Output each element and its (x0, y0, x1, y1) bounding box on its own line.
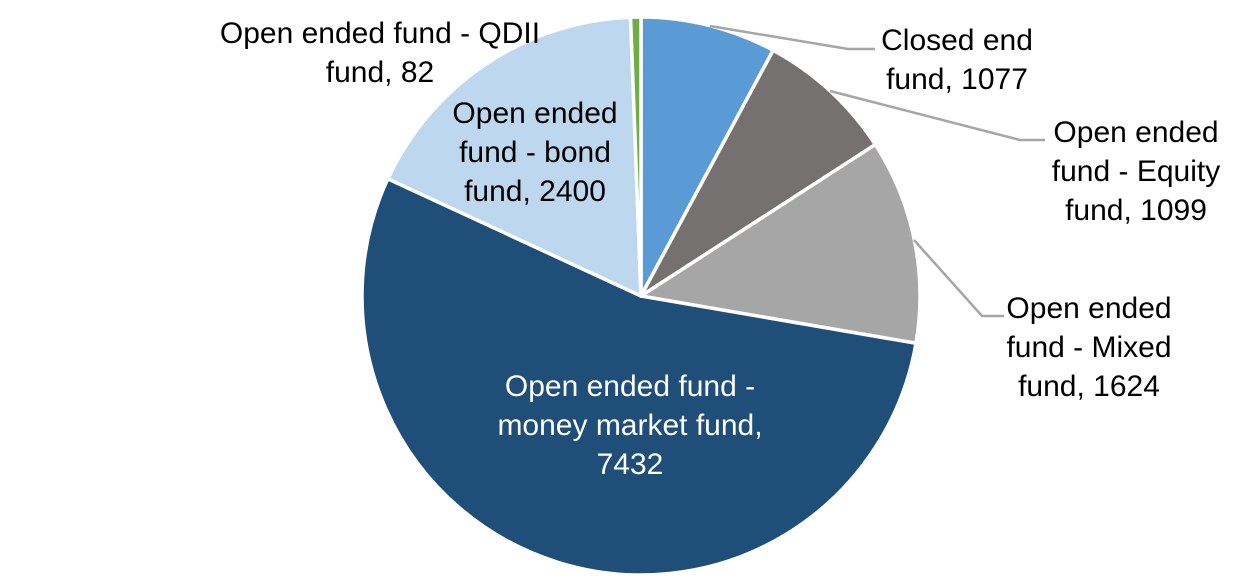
slice-label-line: 7432 (597, 448, 664, 481)
slice-label-line: Open ended fund - QDII (220, 17, 540, 50)
slice-label-line: fund - bond (459, 136, 611, 169)
slice-label-open-ended-fund-money-market-fund: Open ended fund - money market fund, 7432 (497, 370, 762, 481)
pie-slice-open-ended-fund-qdii-fund (628, 15, 643, 298)
leader-line-open-ended-fund-equity-fund (829, 89, 1045, 142)
pie-slice-closed-end-fund (639, 15, 775, 298)
slice-label-open-ended-fund-mixed-fund: Open ended fund - Mixed fund, 1624 (1006, 292, 1171, 403)
slice-label-open-ended-fund-equity-fund: Open ended fund - Equity fund, 1099 (1052, 116, 1220, 227)
slice-label-line: Open ended (1006, 292, 1171, 325)
slice-label-line: fund, 2400 (464, 175, 606, 208)
pie-slices (360, 15, 922, 577)
pie-slice-open-ended-fund-bond-fund (386, 15, 643, 298)
slice-label-line: Open ended (452, 97, 617, 130)
slice-label-line: Closed end (881, 24, 1033, 57)
leader-line-open-ended-fund-mixed-fund (913, 239, 1004, 318)
slice-label-line: fund, 1099 (1065, 194, 1207, 227)
slice-label-line: fund, 1624 (1018, 370, 1160, 403)
leader-lines (709, 24, 1045, 318)
slice-label-line: Open ended fund - (505, 370, 755, 403)
leader-line-closed-end-fund (709, 24, 875, 51)
pie-slice-open-ended-fund-money-market-fund (360, 177, 918, 577)
slice-label-open-ended-fund-qdii-fund: Open ended fund - QDII fund, 82 (220, 17, 540, 89)
slice-label-line: fund - Mixed (1006, 331, 1171, 364)
slice-label-line: money market fund, (497, 409, 762, 442)
slice-label-closed-end-fund: Closed end fund, 1077 (881, 24, 1033, 96)
slice-label-line: Open ended (1053, 116, 1218, 149)
slice-labels: Closed end fund, 1077 Open ended fund - Equ… (220, 17, 1220, 481)
slice-label-line: fund, 1077 (886, 63, 1028, 96)
slice-label-line: fund, 82 (326, 56, 434, 89)
slice-label-line: fund - Equity (1052, 155, 1220, 188)
slice-label-open-ended-fund-bond-fund: Open ended fund - bond fund, 2400 (452, 97, 617, 208)
